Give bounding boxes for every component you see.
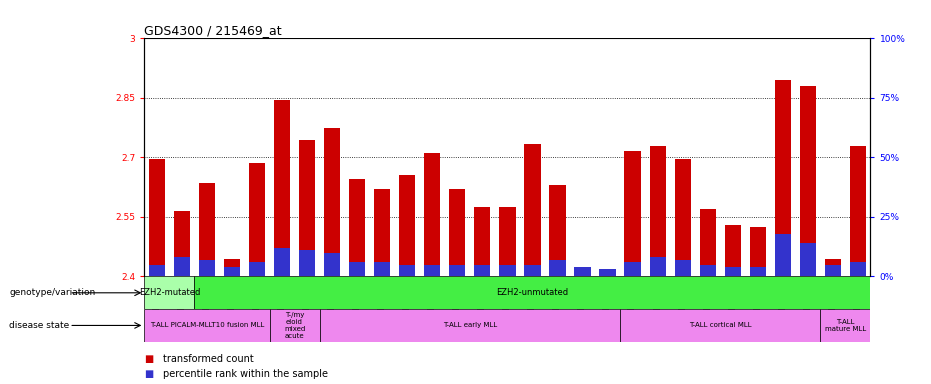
- Bar: [399, 175, 415, 276]
- Text: T-ALL PICALM-MLLT10 fusion MLL: T-ALL PICALM-MLLT10 fusion MLL: [150, 323, 264, 328]
- Bar: [474, 207, 491, 276]
- Text: genotype/variation: genotype/variation: [9, 288, 96, 297]
- Bar: [223, 267, 240, 276]
- Bar: [850, 262, 866, 276]
- Bar: [699, 265, 716, 276]
- Bar: [474, 265, 491, 276]
- Bar: [524, 265, 541, 276]
- Bar: [149, 265, 165, 276]
- Bar: [574, 267, 590, 276]
- Bar: [374, 262, 390, 276]
- Bar: [800, 243, 816, 276]
- Bar: [223, 259, 240, 276]
- Bar: [724, 225, 741, 276]
- Bar: [425, 265, 440, 276]
- Bar: [850, 146, 866, 276]
- Bar: [825, 265, 841, 276]
- Bar: [144, 276, 195, 309]
- Bar: [199, 183, 215, 276]
- Bar: [600, 269, 615, 276]
- Bar: [274, 100, 290, 276]
- Bar: [724, 267, 741, 276]
- Bar: [174, 211, 190, 276]
- Bar: [699, 209, 716, 276]
- Text: disease state: disease state: [9, 321, 70, 330]
- Bar: [249, 163, 265, 276]
- Bar: [149, 159, 165, 276]
- Bar: [749, 227, 766, 276]
- Text: percentile rank within the sample: percentile rank within the sample: [163, 369, 328, 379]
- Bar: [549, 260, 566, 276]
- Bar: [174, 257, 190, 276]
- Bar: [449, 265, 466, 276]
- Bar: [650, 146, 666, 276]
- Bar: [144, 309, 269, 342]
- Bar: [820, 309, 870, 342]
- Bar: [675, 159, 691, 276]
- Bar: [775, 80, 791, 276]
- Bar: [574, 273, 590, 276]
- Bar: [625, 262, 641, 276]
- Bar: [274, 248, 290, 276]
- Bar: [524, 144, 541, 276]
- Bar: [299, 139, 316, 276]
- Text: EZH2-mutated: EZH2-mutated: [139, 288, 200, 297]
- Bar: [324, 253, 340, 276]
- Bar: [650, 257, 666, 276]
- Bar: [374, 189, 390, 276]
- Text: T-ALL cortical MLL: T-ALL cortical MLL: [689, 323, 751, 328]
- Bar: [449, 189, 466, 276]
- Bar: [425, 154, 440, 276]
- Bar: [675, 260, 691, 276]
- Bar: [620, 309, 820, 342]
- Text: GDS4300 / 215469_at: GDS4300 / 215469_at: [144, 24, 282, 37]
- Bar: [625, 152, 641, 276]
- Text: transformed count: transformed count: [163, 354, 253, 364]
- Bar: [349, 179, 365, 276]
- Text: T-ALL early MLL: T-ALL early MLL: [443, 323, 497, 328]
- Bar: [299, 250, 316, 276]
- Bar: [499, 207, 516, 276]
- Bar: [600, 275, 615, 276]
- Text: ■: ■: [144, 354, 154, 364]
- Bar: [324, 127, 340, 276]
- Bar: [549, 185, 566, 276]
- Bar: [249, 262, 265, 276]
- Bar: [199, 260, 215, 276]
- Bar: [269, 309, 319, 342]
- Text: EZH2-unmutated: EZH2-unmutated: [496, 288, 569, 297]
- Bar: [499, 265, 516, 276]
- Bar: [399, 265, 415, 276]
- Bar: [319, 309, 620, 342]
- Bar: [349, 262, 365, 276]
- Bar: [825, 259, 841, 276]
- Text: T-/my
eloid
mixed
acute: T-/my eloid mixed acute: [284, 312, 305, 339]
- Text: T-ALL
mature MLL: T-ALL mature MLL: [825, 319, 866, 332]
- Bar: [749, 267, 766, 276]
- Bar: [800, 86, 816, 276]
- Text: ■: ■: [144, 369, 154, 379]
- Bar: [775, 233, 791, 276]
